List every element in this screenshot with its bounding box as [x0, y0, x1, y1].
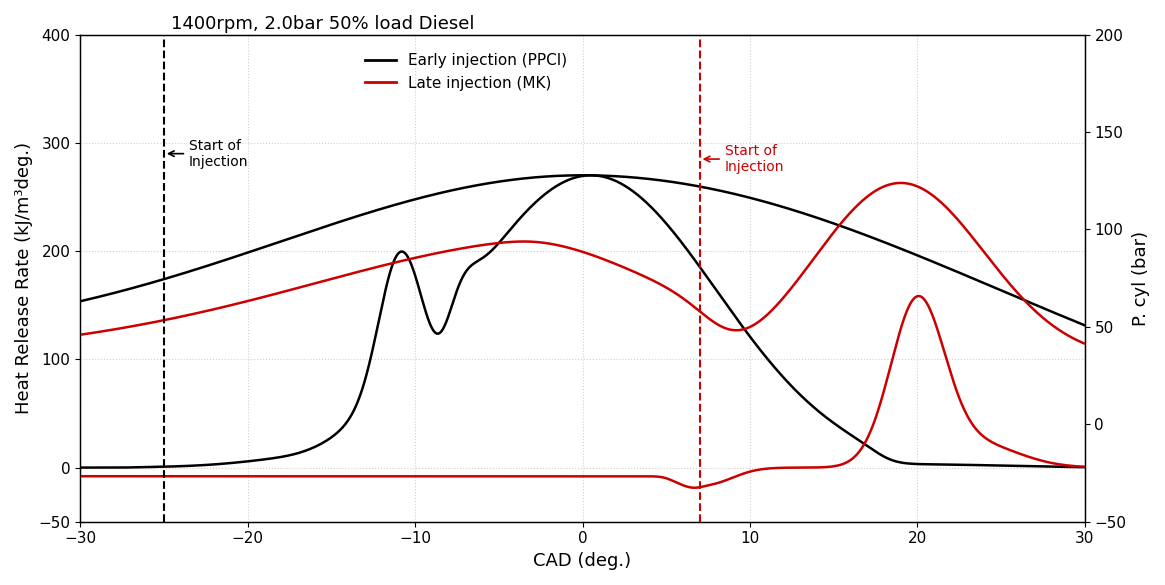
X-axis label: CAD (deg.): CAD (deg.) — [534, 552, 631, 570]
Text: 1400rpm, 2.0bar 50% load Diesel: 1400rpm, 2.0bar 50% load Diesel — [171, 15, 474, 33]
Text: Start of
Injection: Start of Injection — [169, 139, 248, 168]
Y-axis label: P. cyl (bar): P. cyl (bar) — [1132, 230, 1150, 326]
Legend: Early injection (PPCI), Late injection (MK): Early injection (PPCI), Late injection (… — [359, 47, 573, 97]
Text: Start of
Injection: Start of Injection — [705, 144, 784, 174]
Y-axis label: Heat Release Rate (kJ/m³deg.): Heat Release Rate (kJ/m³deg.) — [15, 142, 33, 414]
